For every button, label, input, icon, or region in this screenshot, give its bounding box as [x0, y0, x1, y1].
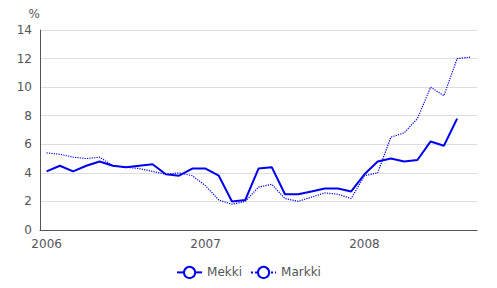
svg-text:%: % — [29, 7, 40, 21]
svg-text:Markki: Markki — [281, 265, 321, 279]
svg-text:2007: 2007 — [190, 237, 221, 251]
svg-text:0: 0 — [24, 223, 32, 237]
svg-text:12: 12 — [17, 52, 32, 66]
svg-text:2: 2 — [24, 194, 32, 208]
svg-text:10: 10 — [17, 80, 32, 94]
svg-text:2006: 2006 — [31, 237, 62, 251]
svg-text:6: 6 — [24, 137, 32, 151]
svg-text:8: 8 — [24, 109, 32, 123]
svg-text:2008: 2008 — [349, 237, 380, 251]
svg-text:Mekki: Mekki — [207, 265, 242, 279]
svg-text:14: 14 — [17, 23, 32, 37]
svg-text:4: 4 — [24, 166, 32, 180]
